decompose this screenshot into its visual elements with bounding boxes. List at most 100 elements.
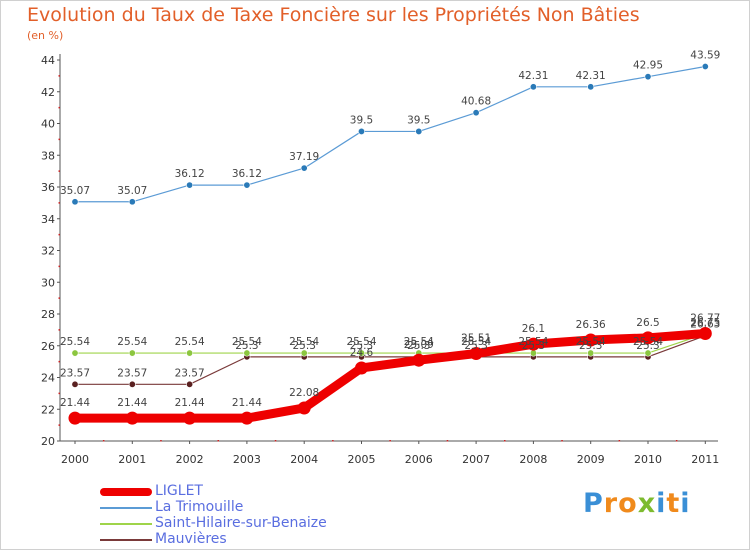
data-point [68,411,82,425]
data-label: 26.1 [522,323,545,335]
y-tick-label: 28 [41,308,55,321]
data-point [587,83,595,91]
legend-label: LIGLET [155,483,203,499]
series-liglet [68,327,712,425]
x-tick-label: 2005 [348,453,376,466]
data-label: 25.3 [235,340,258,352]
data-point [125,411,139,425]
logo-letter: P [583,488,604,519]
y-minor-tick [58,202,60,204]
data-point [71,349,79,357]
data-point [469,347,483,361]
data-point [300,349,308,357]
legend-label: Mauvières [155,531,227,547]
data-label: 26.77 [690,313,720,325]
data-label: 25.54 [289,336,319,348]
data-point [529,83,537,91]
data-label: 36.12 [232,168,262,180]
x-minor-tick [504,440,506,442]
data-point [186,380,194,388]
data-point [412,353,426,367]
y-minor-tick [58,75,60,77]
data-point [186,349,194,357]
x-minor-tick [160,440,162,442]
y-minor-tick [58,392,60,395]
y-minor-tick [58,297,60,299]
series-line [74,333,706,354]
data-label: 42.95 [633,60,663,72]
y-tick-label: 22 [41,403,55,416]
y-tick-label: 44 [41,54,55,67]
axes: 20 22 24 26 28 30 32 34 36 38 40 42 44 2000 2001 2002 20… [41,54,719,466]
data-label: 25.51 [461,333,491,345]
x-minor-tick [102,440,105,442]
data-point [472,109,480,117]
data-point [584,333,598,347]
data-label: 25.54 [117,336,147,348]
x-minor-tick [274,440,277,442]
data-label: 40.68 [461,96,491,108]
legend-swatch [100,488,152,496]
y-tick-label: 34 [41,213,55,226]
data-point [526,337,540,351]
y-minor-tick [58,106,60,109]
data-label: 42.31 [518,70,548,82]
y-tick-label: 32 [41,245,55,258]
data-point [243,181,251,189]
data-label: 21.44 [232,397,262,409]
data-label: 23.57 [117,367,147,379]
data-point [357,349,365,357]
data-label: 25.54 [576,336,606,348]
data-label: 39.5 [407,114,430,126]
data-point [641,331,655,345]
x-tick-label: 2002 [176,453,204,466]
x-minor-tick [561,440,563,442]
data-label: 25.3 [636,340,659,352]
data-label: 24.6 [350,347,374,359]
data-label: 39.5 [350,114,373,126]
data-label: 35.07 [117,185,147,197]
x-minor-tick [618,440,621,442]
data-label: 36.12 [175,168,205,180]
data-label: 25.54 [346,336,376,348]
x-tick-label: 2006 [405,453,433,466]
data-label: 25.3 [522,340,545,352]
y-minor-tick [58,360,60,363]
data-label: 25.3 [464,340,487,352]
data-label: 26.36 [576,319,606,331]
data-label: 25.09 [404,339,434,351]
x-tick-label: 2009 [577,453,605,466]
data-point [71,380,79,388]
data-label: 26.75 [690,317,720,329]
data-point [243,349,251,357]
data-label: 25.3 [579,340,602,352]
chart-subtitle: (en %) [27,29,64,42]
y-tick-label: 36 [41,181,55,194]
data-label: 26.5 [636,317,659,329]
x-tick-label: 2008 [519,453,547,466]
data-label: 22.08 [289,387,319,399]
data-label: 23.57 [60,367,90,379]
data-point [644,349,652,357]
logo-letter: r [603,488,619,519]
data-label: 23.57 [175,367,205,379]
data-label: 42.31 [576,70,606,82]
data-point [183,411,197,425]
data-label: 37.19 [289,151,319,163]
data-point [128,380,136,388]
y-minor-tick [58,233,60,236]
legend-label: Saint-Hilaire-sur-Benaize [155,515,327,531]
data-label: 25.54 [461,336,491,348]
logo-letter: t [666,488,681,519]
data-label: 25.54 [404,336,434,348]
y-minor-tick [58,170,60,172]
data-point [698,327,712,341]
x-tick-label: 2007 [462,453,490,466]
logo-letter: o [618,488,638,519]
y-minor-tick [58,424,60,426]
x-tick-label: 2000 [61,453,89,466]
logo-letter: i [680,488,691,519]
series-la-trimouille [71,63,709,206]
x-tick-label: 2010 [634,453,662,466]
